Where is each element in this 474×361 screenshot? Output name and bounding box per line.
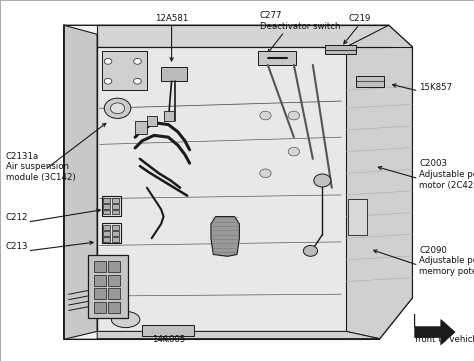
Bar (258, 51, 296, 65)
Bar (142, 325, 194, 336)
Ellipse shape (111, 311, 140, 328)
Bar (164, 111, 174, 121)
Circle shape (314, 174, 331, 187)
Text: C212: C212 (6, 213, 28, 222)
Text: C2131a: C2131a (6, 152, 39, 161)
Bar (356, 76, 384, 87)
Bar (108, 288, 120, 299)
Text: memory potentiometer: memory potentiometer (419, 267, 474, 276)
Bar (112, 210, 119, 214)
Bar (112, 204, 119, 209)
Bar (94, 302, 106, 313)
Text: C213: C213 (6, 242, 28, 251)
Circle shape (134, 58, 141, 64)
Text: C219: C219 (348, 14, 371, 23)
Bar (102, 196, 121, 216)
Circle shape (288, 111, 300, 120)
Circle shape (104, 98, 131, 118)
Bar (108, 302, 120, 313)
Polygon shape (97, 47, 346, 331)
Text: C277: C277 (260, 11, 282, 20)
Polygon shape (64, 25, 97, 339)
Text: module (3C142): module (3C142) (6, 173, 75, 182)
Polygon shape (64, 25, 412, 339)
Bar (94, 261, 106, 272)
Circle shape (110, 103, 125, 114)
Circle shape (134, 78, 141, 84)
Text: C2003: C2003 (419, 159, 447, 168)
Bar (102, 223, 121, 243)
Text: Adjustable pedal: Adjustable pedal (419, 256, 474, 265)
Bar (103, 204, 110, 209)
Bar (97, 25, 389, 47)
Bar (112, 225, 119, 230)
Circle shape (288, 147, 300, 156)
Polygon shape (211, 217, 239, 256)
Bar (147, 116, 157, 126)
Bar (103, 198, 110, 203)
Circle shape (303, 245, 318, 256)
Polygon shape (346, 25, 412, 339)
Bar (135, 121, 147, 134)
Bar (88, 255, 128, 318)
Bar (348, 199, 367, 235)
Text: motor (2C429): motor (2C429) (419, 180, 474, 190)
Bar (103, 231, 110, 236)
Circle shape (104, 78, 112, 84)
Bar (108, 275, 120, 286)
Bar (94, 288, 106, 299)
Polygon shape (415, 314, 455, 345)
Text: front of vehicle: front of vehicle (415, 335, 474, 344)
Text: Deactivator switch: Deactivator switch (260, 22, 340, 31)
Polygon shape (97, 331, 379, 339)
Text: Air suspension: Air suspension (6, 162, 69, 171)
Circle shape (260, 169, 271, 178)
Bar (112, 237, 119, 242)
Bar (103, 210, 110, 214)
Bar (94, 275, 106, 286)
Bar (108, 261, 120, 272)
Text: 12A581: 12A581 (155, 14, 188, 23)
Text: C2090: C2090 (419, 245, 447, 255)
Bar (103, 225, 110, 230)
Bar (103, 237, 110, 242)
Text: 15K857: 15K857 (419, 83, 453, 92)
Text: 14A005: 14A005 (152, 335, 185, 344)
Bar (325, 45, 356, 54)
Circle shape (260, 111, 271, 120)
Bar (112, 198, 119, 203)
Bar (102, 51, 147, 90)
Bar (161, 67, 187, 81)
Bar (112, 231, 119, 236)
Circle shape (104, 58, 112, 64)
Text: Adjustable pedal: Adjustable pedal (419, 170, 474, 179)
